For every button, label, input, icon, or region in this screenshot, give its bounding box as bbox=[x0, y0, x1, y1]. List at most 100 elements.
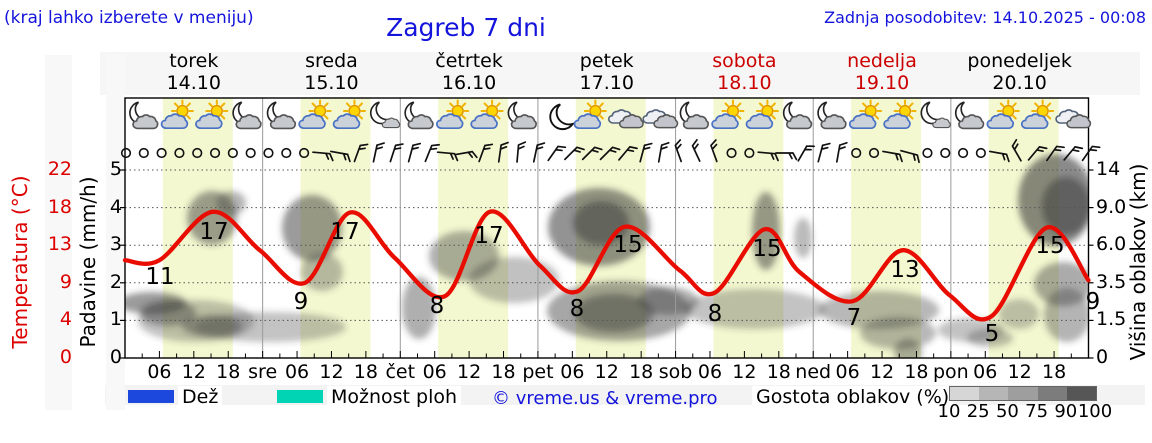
day-header-band bbox=[100, 52, 1140, 95]
moon-cloud-icon bbox=[782, 101, 813, 130]
x-axis-label: 12 bbox=[457, 361, 482, 383]
wind-calm-icon bbox=[156, 147, 167, 159]
showers-swatch bbox=[277, 390, 323, 403]
temp-tick-label: 22 bbox=[47, 158, 72, 180]
moon-cloud-icon bbox=[232, 101, 262, 130]
temp-tick-label: 9 bbox=[59, 270, 72, 293]
location-hint: (kraj lahko izberete v meniju) bbox=[4, 8, 254, 28]
wind-calm-icon bbox=[227, 147, 238, 159]
x-axis-label: 06 bbox=[147, 361, 172, 383]
wind-barb-icon bbox=[817, 141, 831, 165]
day-date: 20.10 bbox=[992, 72, 1047, 94]
x-axis-label: 18 bbox=[216, 361, 241, 383]
wind-calm-icon bbox=[726, 147, 737, 159]
day-date: 14.10 bbox=[166, 72, 221, 94]
cloud-blob bbox=[182, 315, 242, 337]
day-header: sreda 15.10 bbox=[262, 51, 400, 94]
x-axis-label: pet bbox=[522, 361, 554, 383]
density-step-label: 75 bbox=[1025, 401, 1049, 422]
temp-tick-label: 0 bbox=[59, 346, 72, 368]
temperature-label: 11 bbox=[145, 264, 174, 290]
temperature-label: 8 bbox=[708, 301, 723, 327]
cloud-tick-label: 0 bbox=[1096, 346, 1109, 368]
precip-tick-label: 3 bbox=[109, 233, 122, 256]
cloud-blob bbox=[638, 287, 698, 315]
clouds-icon bbox=[642, 109, 679, 129]
page-title: Zagreb 7 dni bbox=[386, 13, 546, 42]
day-date: 18.10 bbox=[717, 72, 772, 94]
cloud-blob bbox=[967, 329, 1013, 347]
wind-calm-icon bbox=[174, 147, 185, 159]
cloud-blob bbox=[469, 257, 559, 303]
wind-barb-icon bbox=[532, 140, 546, 165]
temperature-curve bbox=[122, 209, 1091, 322]
cloud-tick-label: 6.0 bbox=[1096, 233, 1127, 256]
cloud-blob bbox=[999, 299, 1039, 329]
temp-tick-label: 4 bbox=[59, 308, 72, 331]
density-step bbox=[979, 387, 1009, 400]
wind-barb-icon bbox=[389, 141, 404, 165]
density-step-label: 90 bbox=[1054, 401, 1078, 422]
temp-axis-title: Temperatura (°C) bbox=[8, 175, 32, 349]
wind-barb-icon bbox=[797, 142, 816, 165]
density-step-label: 25 bbox=[966, 401, 990, 422]
x-axis-label: 18 bbox=[353, 361, 378, 383]
moon-cloud-icon bbox=[129, 101, 159, 130]
moon-cloud-icon bbox=[954, 101, 985, 130]
temperature-label: 9 bbox=[1086, 289, 1101, 315]
moon-icon bbox=[549, 103, 574, 131]
x-axis-label: 12 bbox=[869, 361, 895, 383]
x-axis-label: 12 bbox=[594, 361, 619, 383]
day-header: četrtek 16.10 bbox=[400, 51, 538, 94]
cloud-blob bbox=[574, 294, 654, 332]
day-header: sobota 18.10 bbox=[675, 51, 813, 94]
cloud-density-label: Gostota oblakov (%) bbox=[752, 386, 954, 408]
wind-calm-icon bbox=[192, 147, 203, 159]
day-header: petek 17.10 bbox=[538, 51, 676, 94]
temperature-label: 8 bbox=[570, 296, 585, 322]
temperature-label: 17 bbox=[474, 223, 503, 249]
last-update: Zadnja posodobitev: 14.10.2025 - 00:08 bbox=[824, 8, 1146, 27]
temperature-label: 15 bbox=[752, 236, 781, 262]
temperature-label: 15 bbox=[1035, 233, 1064, 259]
wind-calm-icon bbox=[957, 147, 969, 159]
cloud-tick-label: 9.0 bbox=[1096, 195, 1127, 218]
x-axis-label: 12 bbox=[319, 361, 344, 383]
moon-cloud-icon bbox=[817, 101, 847, 130]
cloud-blob bbox=[301, 253, 343, 291]
clouds-icon bbox=[1055, 109, 1092, 129]
x-axis-label: ned bbox=[795, 361, 832, 383]
cloud-tick-label: 3.5 bbox=[1096, 270, 1127, 293]
wind-barb-icon bbox=[835, 140, 848, 164]
precip-tick-label: 1 bbox=[109, 308, 122, 331]
cloud-blob bbox=[794, 218, 812, 258]
cloud-blob bbox=[860, 317, 936, 349]
density-step bbox=[1066, 387, 1097, 400]
cloud-blob bbox=[894, 339, 922, 358]
temp-tick-label: 13 bbox=[47, 233, 72, 256]
temperature-label: 9 bbox=[294, 289, 309, 315]
rain-swatch bbox=[128, 390, 174, 403]
wind-calm-icon bbox=[975, 147, 986, 159]
cloud-blob bbox=[1042, 177, 1089, 235]
temperature-label: 13 bbox=[890, 257, 919, 283]
cloud-blob bbox=[1044, 288, 1089, 342]
wind-barb-icon bbox=[407, 141, 422, 165]
x-axis-label: 06 bbox=[973, 361, 998, 383]
wind-barb-icon bbox=[516, 140, 527, 164]
day-date: 17.10 bbox=[579, 72, 634, 94]
day-header: nedelja 19.10 bbox=[813, 51, 951, 94]
day-header: ponedeljek 20.10 bbox=[951, 51, 1089, 94]
copyright-link[interactable]: © vreme.us & vreme.pro bbox=[492, 388, 718, 409]
x-axis-label: sre bbox=[248, 361, 278, 383]
day-date: 16.10 bbox=[441, 72, 497, 94]
wind-barb-icon bbox=[673, 139, 689, 163]
wind-calm-icon bbox=[922, 147, 933, 159]
moon-cloud-icon bbox=[404, 101, 434, 130]
x-axis-label: 18 bbox=[1041, 361, 1067, 383]
precip-axis-strip bbox=[106, 55, 125, 410]
precip-tick-label: 2 bbox=[109, 270, 122, 293]
temperature-label: 7 bbox=[847, 305, 862, 331]
wind-calm-icon bbox=[263, 147, 274, 159]
precip-axis-title: Padavine (mm/h) bbox=[76, 176, 100, 348]
